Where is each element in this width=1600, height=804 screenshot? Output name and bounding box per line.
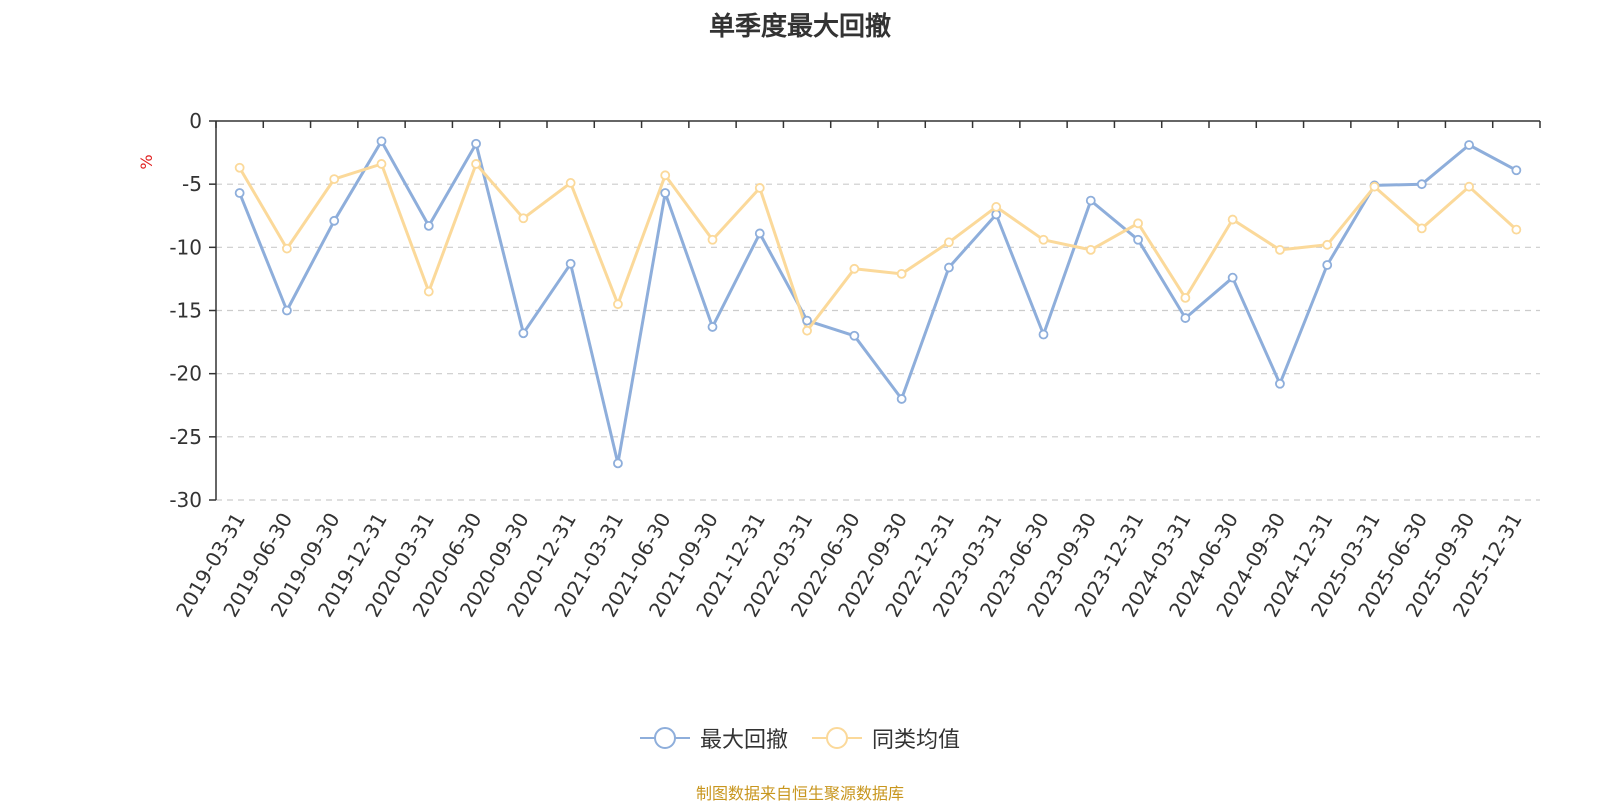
series-1-point (944, 237, 954, 248)
series-0-point (1416, 179, 1427, 190)
series-1-point (423, 286, 434, 297)
y-tick-label: -15 (169, 299, 202, 323)
series-1-point (282, 243, 292, 254)
legend-marker-series-1 (812, 726, 862, 750)
series-1-point (1511, 224, 1522, 235)
series-1-point (1133, 218, 1143, 229)
series-0-point (896, 394, 907, 404)
series-0-point (754, 228, 765, 239)
series-0-point (944, 262, 954, 273)
series-1-point (849, 263, 860, 274)
series-0-point (1511, 165, 1522, 176)
series-0-point (376, 136, 387, 147)
series-0-point (1180, 313, 1191, 323)
legend-item-series-1[interactable]: 同类均值 (812, 722, 960, 754)
chart-title: 单季度最大回撤 (708, 12, 891, 42)
series-1-point (754, 183, 765, 193)
series-0-point (849, 330, 860, 341)
series-1-point (471, 159, 481, 169)
legend-label-series-1: 同类均值 (872, 728, 961, 753)
series-1-point (660, 170, 671, 181)
series-1-point (1085, 244, 1096, 255)
legend-item-series-0[interactable]: 最大回撤 (639, 722, 788, 754)
series-1-point (1322, 239, 1333, 250)
series-1-point (376, 159, 387, 169)
series-1-point (518, 213, 529, 224)
y-tick-label: -10 (169, 235, 202, 259)
series-0-point (471, 138, 481, 149)
series-0-point (1085, 195, 1096, 206)
source-note: 制图数据来自恒生聚源数据库 (695, 784, 904, 803)
y-axis-label: % (137, 154, 156, 169)
y-tick-label: -25 (169, 425, 202, 449)
series-1-point (1227, 214, 1238, 225)
y-tick-label: -5 (182, 172, 202, 196)
series-1-point (565, 178, 576, 188)
series-1-point (1369, 181, 1380, 192)
y-tick-label: 0 (189, 109, 202, 133)
series-0-point (1227, 272, 1238, 283)
series-0-point (613, 458, 623, 469)
legend-marker-series-0 (639, 726, 690, 750)
series-1-point (991, 202, 1002, 212)
series-1-point (1180, 292, 1191, 303)
series-1-point (1464, 181, 1474, 192)
series-0-point (423, 220, 434, 231)
series-1-point (329, 174, 340, 185)
series-1-point (234, 162, 245, 173)
series-1-point (707, 234, 718, 245)
series-0-point (1038, 329, 1049, 340)
series-0-point (1275, 378, 1285, 389)
legend: 最大回撤 同类均值 (0, 722, 1600, 754)
series-0-point (1464, 140, 1474, 150)
series-0-point (1133, 234, 1143, 245)
legend-label-series-0: 最大回撤 (699, 728, 788, 753)
series-0-point (565, 258, 576, 269)
series-0-point (234, 188, 245, 198)
series-1-point (1038, 234, 1049, 245)
series-0-point (660, 188, 671, 198)
series-0-point (329, 215, 340, 226)
series-1-point (896, 268, 907, 279)
series-0-point (1322, 260, 1333, 270)
series-1-point (613, 299, 623, 310)
y-tick-label: -30 (169, 488, 202, 512)
y-tick-label: -20 (169, 362, 202, 386)
series-1-point (1275, 244, 1285, 255)
series-0-point (518, 328, 529, 339)
series-line-1 (238, 162, 1518, 333)
series-1-point (1416, 223, 1427, 234)
series-0-point (282, 305, 292, 316)
series-0-point (802, 315, 812, 326)
series-1-point (802, 325, 812, 336)
series-0-point (707, 322, 718, 332)
series-line-0 (238, 139, 1518, 465)
